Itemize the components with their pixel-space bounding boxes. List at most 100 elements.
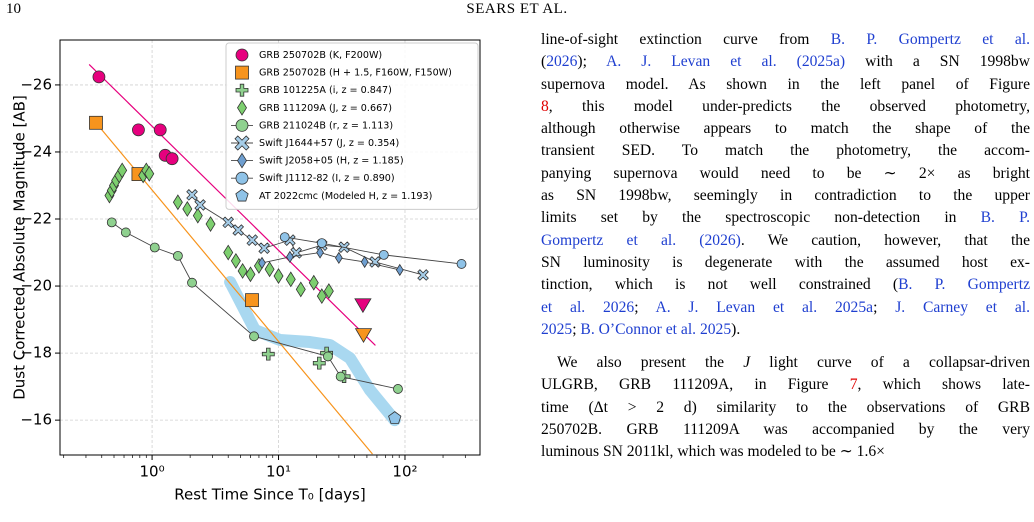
legend-marker	[235, 119, 249, 132]
data-point	[335, 371, 346, 382]
figure-ref[interactable]: 8	[541, 97, 549, 115]
text-line: We also present the J light curve of a c…	[541, 352, 1030, 374]
data-point	[264, 261, 275, 278]
data-point	[182, 200, 193, 217]
data-point	[120, 227, 131, 238]
y-axis-label: Dust Corrected Absolute Magnitude [AB]	[11, 95, 29, 400]
text-span: ;	[634, 298, 656, 316]
text-span: );	[577, 53, 607, 71]
data-point	[172, 194, 183, 211]
citation[interactable]: 2026	[546, 53, 578, 71]
text-span: tinction, which is not well constrained …	[541, 276, 899, 294]
x-tick-label: 10⁰	[140, 463, 165, 481]
data-point	[153, 123, 167, 137]
data-point	[335, 251, 343, 265]
data-point	[308, 274, 319, 291]
data-point	[165, 152, 179, 166]
text-span: although otherwise appears to match the …	[541, 120, 1030, 138]
text-span: We also present the	[557, 354, 744, 372]
text-line: et al. 2026; A. J. Levan et al. 2025a; J…	[541, 297, 1030, 319]
text-span: panying supernova would need to be ∼ 2× …	[541, 164, 1030, 182]
data-point	[245, 293, 259, 308]
data-point	[223, 244, 234, 261]
text-span: , this model under-predicts the observed…	[548, 97, 1030, 115]
citation[interactable]: B. P.	[980, 209, 1031, 227]
legend-label: GRB 250702B (K, F200W)	[259, 50, 382, 61]
citation[interactable]: A. J. Levan et al. (2025a)	[606, 53, 846, 71]
legend-marker	[237, 99, 247, 116]
data-point	[286, 250, 294, 264]
paragraph: line-of-sight extinction curve from B. P…	[541, 29, 1030, 341]
text-line: although otherwise appears to match the …	[541, 118, 1030, 140]
page-number: 10	[6, 1, 21, 17]
y-tick-label: −22	[20, 210, 52, 228]
data-point	[388, 411, 402, 424]
y-tick-label: −26	[20, 75, 52, 93]
text-span: ;	[572, 320, 581, 338]
data-point	[205, 216, 216, 232]
text-line: Gompertz et al. (2026). We caution, howe…	[541, 230, 1030, 252]
text-span: supernova model. As shown in the left pa…	[541, 75, 1030, 93]
text-line: SN luminosity is degenerate with the ass…	[541, 252, 1030, 274]
citation[interactable]: 2025	[541, 320, 573, 338]
data-point	[92, 70, 106, 84]
plot-frame	[59, 39, 481, 456]
text-line: 2025; B. O’Connor et al. 2025).	[541, 319, 1030, 341]
citation[interactable]: B. O’Connor et al. 2025	[580, 320, 732, 338]
data-point	[187, 277, 197, 288]
y-tick-label: −16	[20, 411, 52, 429]
legend-marker	[237, 152, 247, 169]
data-point	[186, 189, 198, 201]
data-point	[89, 115, 103, 130]
data-point	[273, 268, 284, 284]
text-line: ULGRB, GRB 111209A, in Figure 7, which s…	[541, 374, 1030, 396]
data-point	[249, 331, 259, 342]
legend-marker	[234, 135, 250, 151]
text-span: line-of-sight extinction curve from	[541, 31, 831, 48]
text-span: 250702B. GRB 111209A was accompanied by …	[541, 421, 1030, 439]
text-line: transient SED. To match the photometry, …	[541, 140, 1030, 162]
text-span: limits set by the spectroscopic non-dete…	[541, 209, 981, 227]
data-point	[279, 232, 290, 243]
citation[interactable]: B. P. Gompertz et al.	[830, 31, 1031, 48]
text-line: (2026); A. J. Levan et al. (2025a) with …	[541, 51, 1030, 73]
data-point	[316, 238, 327, 249]
data-point	[149, 242, 160, 253]
text-span: ULGRB, GRB 111209A, in Figure	[541, 376, 850, 394]
data-point	[245, 266, 256, 283]
text-span: light curve of a collapsar-driven	[750, 354, 1031, 372]
data-point	[106, 217, 117, 228]
legend-marker	[235, 48, 249, 62]
citation[interactable]: A. J. Levan et al. 2025a	[655, 298, 874, 316]
data-point	[417, 269, 429, 281]
data-point	[230, 252, 241, 269]
data-point	[232, 224, 245, 236]
legend-label: GRB 211024B (r, z = 1.113)	[259, 120, 393, 131]
x-tick-label: 10²	[392, 463, 417, 481]
paragraph: We also present the J light curve of a c…	[541, 352, 1030, 463]
legend-label: Swift J1112-82 (I, z = 0.890)	[259, 173, 395, 184]
text-line: 8, this model under-predicts the observe…	[541, 96, 1030, 118]
data-point	[258, 242, 270, 254]
data-point	[132, 123, 145, 137]
citation[interactable]: Gompertz et al. (2026)	[541, 231, 741, 249]
model-line	[224, 276, 401, 427]
citation[interactable]: J. Carney et al.	[895, 298, 1030, 316]
figure-ref[interactable]: 7	[849, 376, 858, 394]
data-point	[192, 207, 203, 224]
data-point	[312, 356, 326, 370]
text-line: time (Δt > 2 d) similarity to the observ…	[541, 397, 1030, 419]
legend-label: GRB 101225A (i, z = 0.847)	[259, 85, 392, 96]
legend-label: GRB 111209A (J, z = 0.667)	[259, 103, 392, 114]
chart: 10⁰ 10¹ 10² −26 −24 −22 −20 −18 −16 Rest Time Sin…	[11, 39, 481, 504]
citation[interactable]: et al. 2026	[541, 298, 635, 316]
data-point	[172, 250, 183, 261]
text-span: with a SN 1998bw	[845, 53, 1030, 71]
series-line	[261, 252, 400, 271]
text-span: . We caution, however, that the	[740, 231, 1030, 249]
text-span: as SN 1998bw, seemingly in contradiction…	[541, 187, 1030, 205]
legend-box	[225, 42, 479, 210]
legend-label: Swift J2058+05 (H, z = 1.185)	[259, 156, 404, 167]
citation[interactable]: B. P. Gompertz	[898, 276, 1030, 294]
